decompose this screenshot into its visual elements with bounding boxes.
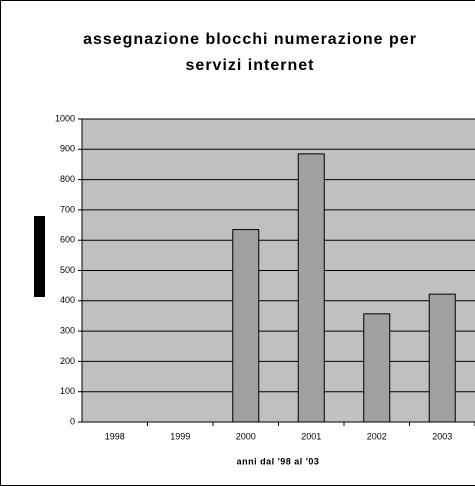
bar <box>363 313 391 423</box>
x-axis-title: anni dal '98 al '03 <box>237 456 320 466</box>
y-tick-label: 400 <box>60 295 75 305</box>
bar <box>297 153 325 423</box>
y-tick-label: 300 <box>60 325 75 335</box>
y-tick-label: 1000 <box>55 113 75 123</box>
chart-title: servizi internet <box>186 57 315 74</box>
chart-title: assegnazione blocchi numerazione per <box>83 31 417 48</box>
y-tick-label: 0 <box>70 416 75 426</box>
y-tick-label: 900 <box>60 144 75 154</box>
y-tick-label: 200 <box>60 356 75 366</box>
x-tick-label: 2002 <box>367 431 387 441</box>
bar <box>232 229 260 423</box>
x-tick-label: 2003 <box>432 431 452 441</box>
y-tick-label: 500 <box>60 265 75 275</box>
y-tick-label: 700 <box>60 204 75 214</box>
x-tick-label: 2000 <box>236 431 256 441</box>
x-tick-label: 1998 <box>105 431 125 441</box>
bar <box>428 293 456 423</box>
y-tick-label: 100 <box>60 386 75 396</box>
x-tick-label: 1999 <box>170 431 190 441</box>
y-tick-label: 600 <box>60 235 75 245</box>
x-tick-label: 2001 <box>301 431 321 441</box>
y-tick-label: 800 <box>60 174 75 184</box>
redacted-axis-label <box>34 216 45 297</box>
